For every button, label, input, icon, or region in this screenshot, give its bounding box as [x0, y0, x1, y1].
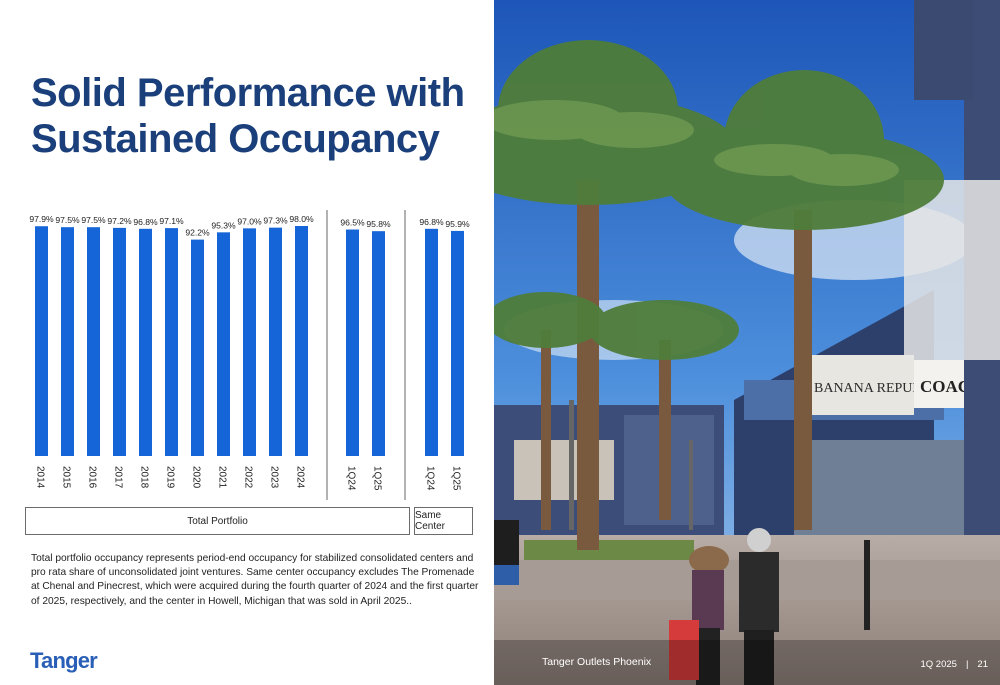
page-number: 21 [977, 659, 988, 670]
bar [35, 226, 48, 456]
page-footer: 1Q 2025 | 21 [921, 659, 989, 670]
legend-same-center-label: Same Center [415, 510, 446, 532]
category-tick-label: 1Q24 [425, 466, 436, 491]
bar [451, 230, 464, 456]
bar-value-label: 96.5% [340, 218, 365, 228]
category-tick-label: 2023 [269, 466, 280, 489]
bar [139, 228, 152, 456]
bar-value-label: 95.9% [445, 219, 470, 229]
bar [191, 239, 204, 456]
bar [346, 229, 359, 456]
bar-value-label: 98.0% [289, 214, 314, 224]
hero-photo: BANANA REPUBLIC COACH [494, 0, 1000, 685]
footnote: Total portfolio occupancy represents per… [31, 553, 479, 607]
bar [87, 227, 100, 456]
bar-value-label: 97.2% [107, 216, 132, 226]
category-tick-label: 1Q24 [346, 466, 357, 491]
category-tick-label: 2021 [217, 466, 228, 489]
category-tick-label: 2015 [61, 466, 72, 489]
legend-total-portfolio: Total Portfolio [25, 507, 410, 535]
bar [425, 228, 438, 456]
category-tick-label: 2022 [243, 466, 254, 489]
bar [295, 226, 308, 456]
bar-value-label: 97.5% [55, 215, 80, 225]
bar-value-label: 96.8% [419, 217, 444, 227]
bar-value-label: 96.8% [133, 217, 158, 227]
outlet-center-photo: BANANA REPUBLIC COACH [494, 0, 1000, 685]
bar [113, 227, 126, 456]
bar [61, 227, 74, 456]
bar-value-label: 97.0% [237, 216, 262, 226]
category-tick-label: 2014 [35, 466, 46, 489]
category-tick-label: 2016 [87, 466, 98, 489]
category-tick-label: 2024 [295, 466, 306, 489]
footer-separator: | [965, 659, 969, 670]
slide-title: Solid Performance with Sustained Occupan… [31, 70, 481, 162]
bar [217, 232, 230, 456]
content-panel: Solid Performance with Sustained Occupan… [0, 0, 494, 685]
bar-value-label: 92.2% [185, 228, 210, 238]
bar-value-label: 95.8% [366, 219, 391, 229]
bar-value-label: 97.9% [29, 214, 54, 224]
bar [372, 231, 385, 456]
title-line-2: Sustained Occupancy [31, 117, 440, 161]
bar-value-label: 95.3% [211, 220, 236, 230]
bar-value-label: 97.3% [263, 216, 288, 226]
category-tick-label: 2019 [165, 466, 176, 489]
photo-caption: Tanger Outlets Phoenix [542, 656, 652, 668]
bar [243, 228, 256, 456]
period-label: 1Q 2025 [920, 659, 957, 670]
svg-text:BANANA REPUBLIC: BANANA REPUBLIC [814, 381, 944, 396]
tanger-logo: Tanger [30, 648, 98, 673]
category-tick-label: 2017 [113, 466, 124, 489]
category-tick-label: 1Q25 [372, 466, 383, 491]
category-tick-label: 2018 [139, 466, 150, 489]
legend-total-portfolio-label: Total Portfolio [187, 515, 248, 527]
bar-value-label: 97.1% [159, 216, 184, 226]
legend-same-center: Same Center [414, 507, 473, 535]
bar [165, 228, 178, 456]
category-tick-label: 2020 [191, 466, 202, 489]
title-line-1: Solid Performance with [31, 71, 465, 115]
category-tick-label: 1Q25 [451, 466, 462, 491]
bar [269, 227, 282, 456]
occupancy-bar-chart: 97.9% 2014 97.5% 2015 97.5% 2016 97.2% 2017 96.8… [29, 210, 470, 500]
bar-value-label: 97.5% [81, 215, 106, 225]
